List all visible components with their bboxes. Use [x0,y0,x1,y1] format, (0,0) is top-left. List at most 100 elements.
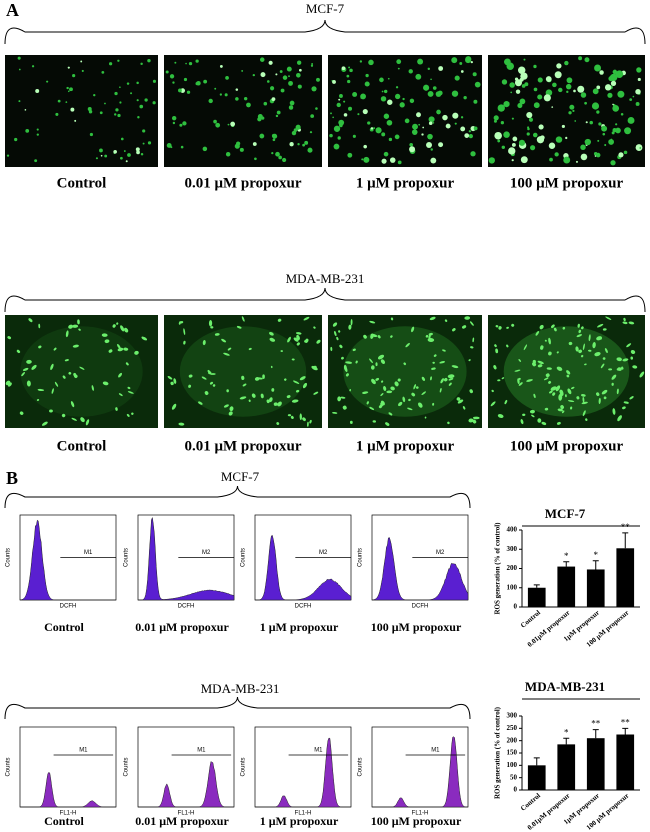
error-bar [533,757,540,766]
cell [530,145,536,151]
gate-label: M1 [314,748,323,754]
cell [388,412,393,416]
cell [375,362,378,367]
cell [609,73,618,82]
cell [74,119,77,122]
cell [383,113,390,119]
cell [313,326,316,329]
cell [126,413,130,417]
cell [172,81,175,84]
cell [316,339,321,344]
cell [229,406,234,412]
glow [179,326,307,417]
cell [251,393,256,398]
histogram-x-label: DCFH [295,604,312,610]
cell [352,134,356,138]
cell [559,390,563,395]
cell [72,324,79,328]
cell [557,408,564,412]
cell [408,69,413,74]
cell [171,115,177,121]
cell [117,343,121,350]
histogram-frame [254,726,352,808]
cell [81,69,84,73]
cell [296,72,301,78]
cell [470,151,476,157]
cell [454,122,457,125]
cell [80,60,83,63]
cell [566,374,570,378]
cell [397,67,400,70]
cell [584,57,590,63]
cell [444,319,448,322]
cell [275,114,279,118]
caption: 1 μM propoxur [356,438,455,454]
cell [381,380,384,383]
cell [468,130,472,133]
cell [520,72,528,80]
cell [511,117,514,120]
y-tick-label: 50 [510,773,518,781]
cell [26,359,32,364]
micrograph [5,55,158,167]
cell [72,74,76,78]
cell [334,331,337,337]
panel-label: A [6,0,19,20]
cell [551,106,554,108]
cell [275,151,280,157]
error-bar [622,727,629,735]
cell [518,139,526,146]
cell [293,337,299,342]
cell [565,83,572,90]
cell [295,332,302,335]
gate-label: M1 [431,748,440,754]
histogram-x-label: DCFH [178,604,195,610]
cell [527,127,530,131]
cell [509,82,515,88]
cell [55,112,59,116]
cell [369,320,376,324]
cell [601,389,608,395]
cell [126,82,130,85]
cell [65,101,68,104]
cell [131,412,134,415]
micrograph [328,55,482,167]
cell [582,396,585,403]
cell [460,126,466,132]
cell [330,346,333,352]
cell [395,86,399,89]
cell [418,402,423,408]
cell [188,384,192,388]
cell [470,321,474,326]
cell [275,73,278,76]
histogram-x-label: DCFH [60,604,77,610]
cell [637,146,641,149]
cell [341,356,344,360]
cell [214,333,220,336]
cell [87,106,92,111]
cell [630,350,636,355]
y-tick-label: 200 [507,736,518,744]
cell [427,133,433,140]
cell [394,93,401,100]
cell [474,81,481,88]
cell [488,157,496,164]
cell [568,111,572,115]
cell [134,350,139,355]
cell [114,113,117,116]
cell [219,64,223,68]
histogram-y-label: Counts [124,757,130,776]
group-title: MDA-MB-231 [286,271,365,286]
caption: 0.01 μM propoxur [185,175,302,191]
cell [280,350,284,352]
caption: Control [44,620,84,634]
cell [36,128,39,131]
cell [254,157,257,161]
cell [370,333,378,338]
histogram-y-label: Counts [358,757,364,776]
cell [561,124,565,129]
cell [241,375,245,381]
cell [115,407,118,411]
cell [584,101,587,105]
